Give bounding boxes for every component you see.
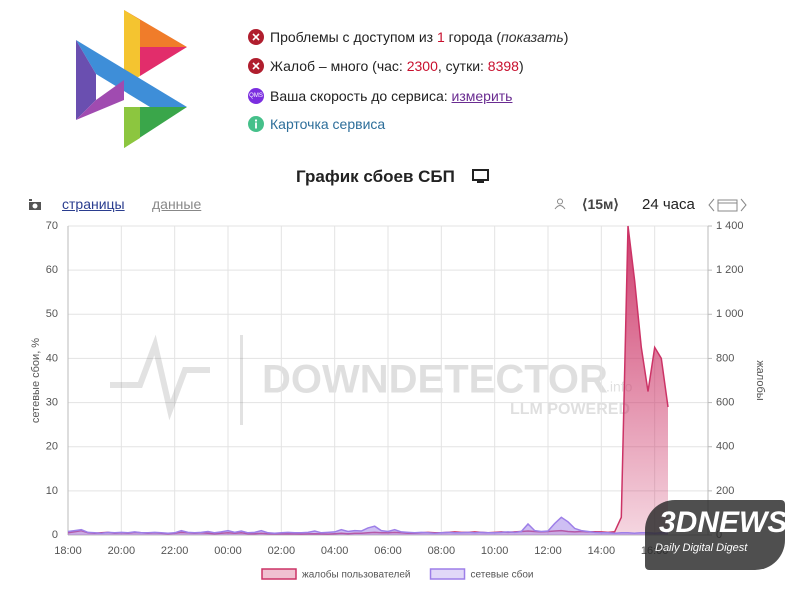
interval[interactable]: ⟨15м⟩ [582,196,619,212]
y-tick-label: 70 [46,220,58,232]
y-tick-label: 0 [52,529,58,541]
text: ) [518,58,524,74]
x-tick-label: 12:00 [534,545,562,557]
tagline: Daily Digital Digest [655,542,748,554]
speed-icon: QMS [248,88,264,104]
screen-icon [472,169,489,183]
y2-tick-label: 1 200 [716,264,744,276]
error-icon [248,58,264,74]
y2-tick-label: 400 [716,441,734,453]
tab[interactable]: данные [152,196,202,212]
x-tick-label: 18:00 [54,545,82,557]
x-tick-label: 00:00 [214,545,242,557]
legend-label: жалобы пользователей [302,569,411,581]
date-nav[interactable] [708,197,748,213]
y2-tick-label: 1 400 [716,220,744,232]
user-icon[interactable] [554,198,566,210]
link[interactable]: измерить [451,88,513,104]
watermark: DOWNDETECTOR [262,358,608,402]
status-link[interactable]: Карточка сервиса [270,116,385,132]
brand-badge: 3DNEWS Daily Digital Digest [645,500,788,570]
text: Ваша скорость до сервиса: [270,88,452,104]
text: Жалоб – много (час: [270,58,407,74]
y-tick-label: 40 [46,352,58,364]
x-tick-label: 20:00 [108,545,136,557]
x-tick-label: 08:00 [428,545,456,557]
y2-tick-label: 800 [716,352,734,364]
status-line: Жалоб – много (час: 2300, сутки: 8398) [270,58,524,74]
x-tick-label: 22:00 [161,545,189,557]
x-tick-label: 10:00 [481,545,509,557]
text: города ( [444,29,502,45]
x-tick-label: 06:00 [374,545,402,557]
y-axis-title: сетевые сбои, % [30,338,42,423]
y-tick-label: 60 [46,264,58,276]
link[interactable]: Карточка сервиса [270,116,386,132]
x-tick-label: 04:00 [321,545,349,557]
series-line [67,516,668,534]
y-tick-label: 10 [46,485,58,497]
text: Проблемы с доступом из [270,29,437,45]
y2-tick-label: 1 000 [716,308,744,320]
status-line: Проблемы с доступом из 1 города (показат… [270,29,568,45]
tab[interactable]: страницы [62,196,125,212]
period[interactable]: 24 часа [642,196,695,213]
y2-axis-title: жалобы [754,360,766,400]
y-tick-label: 20 [46,441,58,453]
number: 8398 [487,58,519,74]
status-line: Ваша скорость до сервиса: измерить [270,88,512,104]
brand: 3DNEWS [659,506,788,539]
legend-swatch [261,568,297,580]
x-tick-label: 02:00 [268,545,296,557]
error-icon [248,29,264,45]
text: , сутки: [437,58,488,74]
link[interactable]: показать [501,29,564,45]
y-tick-label: 30 [46,396,58,408]
camera-icon[interactable] [28,199,42,211]
number: 1 [436,29,445,45]
logo [76,10,187,148]
legend-swatch [429,568,466,580]
number: 2300 [406,58,438,74]
legend-label: сетевые сбои [471,569,534,581]
x-tick-label: 14:00 [588,545,616,557]
info-icon [248,116,264,132]
y2-tick-label: 200 [716,485,734,497]
y2-tick-label: 600 [716,396,734,408]
watermark: LLM POWERED [510,401,630,418]
chart-title: График сбоев СБП [296,167,455,186]
y-tick-label: 50 [46,308,58,320]
text: ) [563,29,569,45]
